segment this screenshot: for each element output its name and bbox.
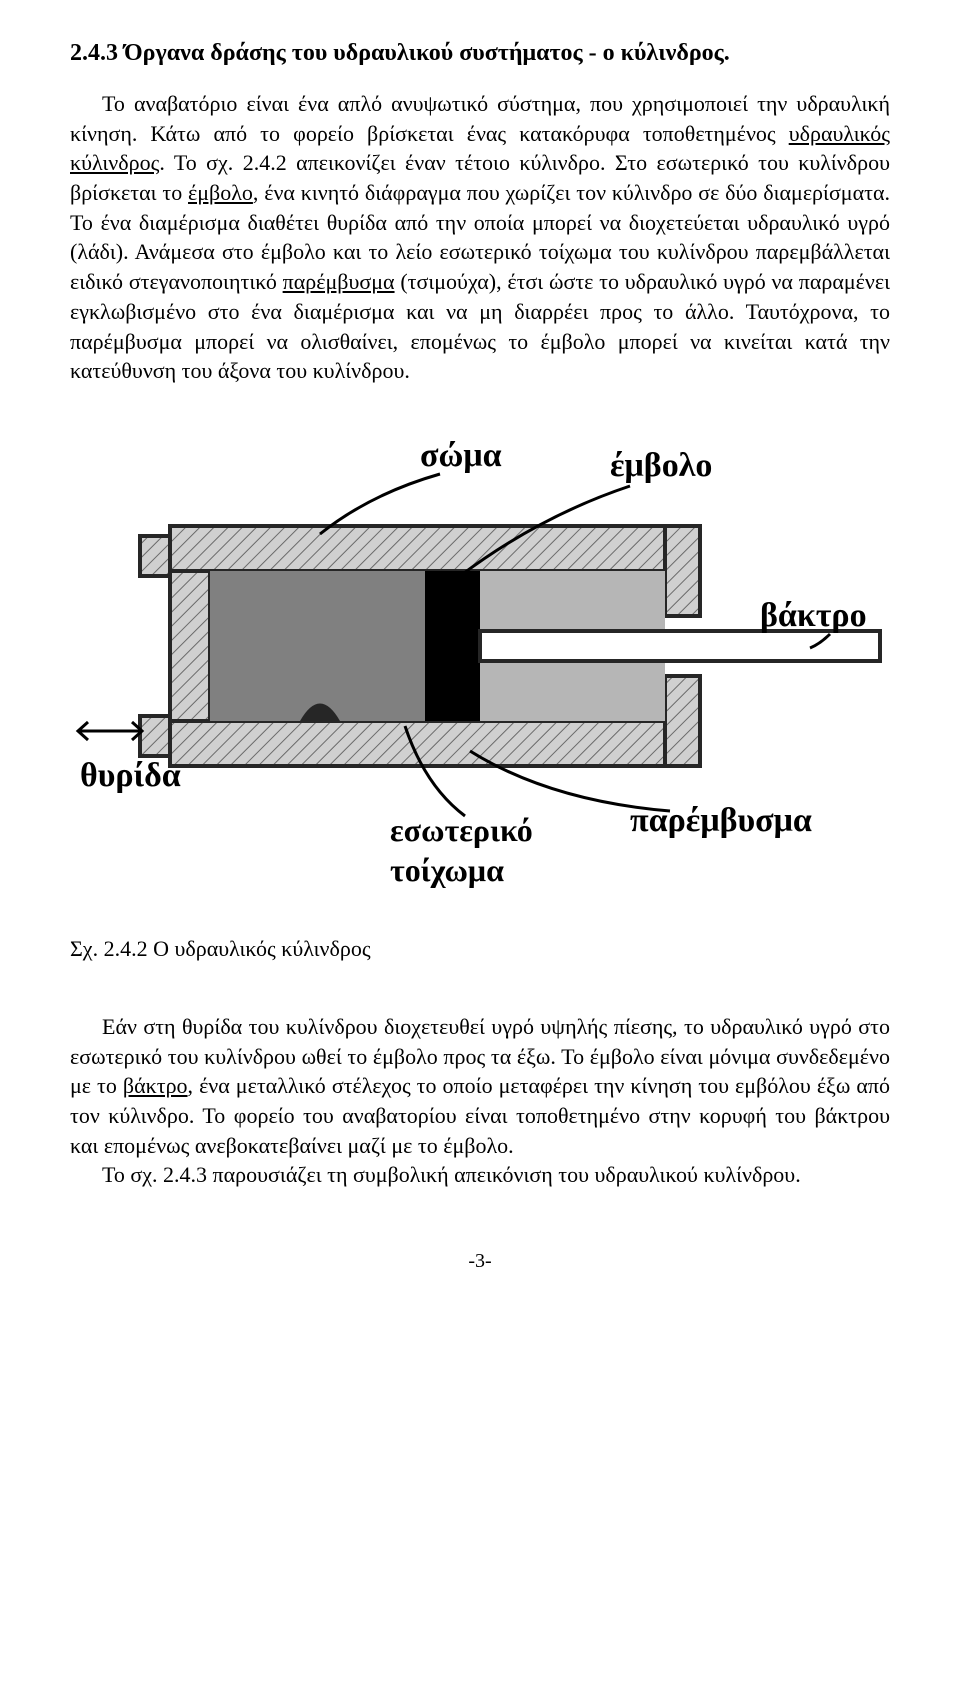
label-thyrida: θυρίδα bbox=[80, 757, 181, 794]
label-eso1: εσωτερικό bbox=[390, 812, 533, 848]
rod bbox=[480, 631, 880, 661]
page-number: -3- bbox=[70, 1250, 890, 1273]
p2-u1: βάκτρο bbox=[123, 1073, 188, 1098]
page: 2.4.3 Όργανα δράσης του υδραυλικού συστή… bbox=[0, 0, 960, 1313]
paragraph-2: Εάν στη θυρίδα του κυλίνδρου διοχετευθεί… bbox=[70, 1012, 890, 1160]
figure-cylinder: σώμα έμβολο βάκτρο θυρίδα εσωτερικό τοίχ… bbox=[70, 416, 890, 896]
cylinder-body bbox=[140, 526, 880, 766]
p1-a: Το αναβατόριο είναι ένα απλό ανυψωτικό σ… bbox=[70, 91, 890, 146]
label-parem: παρέμβυσμα bbox=[630, 802, 812, 839]
label-soma: σώμα bbox=[420, 437, 502, 474]
figure-caption: Σχ. 2.4.2 Ο υδραυλικός κύλινδρος bbox=[70, 936, 890, 962]
section-heading: 2.4.3 Όργανα δράσης του υδραυλικού συστή… bbox=[70, 40, 890, 67]
p2-b: , ένα μεταλλικό στέλεχος το οποίο μεταφέ… bbox=[70, 1073, 890, 1157]
label-eso2: τοίχωμα bbox=[390, 852, 504, 888]
fluid-chamber bbox=[210, 571, 425, 721]
p1-u2: έμβολο bbox=[188, 180, 253, 205]
label-embolo: έμβολο bbox=[610, 447, 712, 484]
piston bbox=[425, 571, 480, 721]
paragraph-3: Το σχ. 2.4.3 παρουσιάζει τη συμβολική απ… bbox=[70, 1160, 890, 1190]
paragraph-1: Το αναβατόριο είναι ένα απλό ανυψωτικό σ… bbox=[70, 89, 890, 386]
cylinder-svg: σώμα έμβολο βάκτρο θυρίδα εσωτερικό τοίχ… bbox=[70, 416, 890, 896]
label-baktro: βάκτρο bbox=[760, 597, 867, 634]
p1-u3: παρέμβυσμα bbox=[283, 269, 395, 294]
